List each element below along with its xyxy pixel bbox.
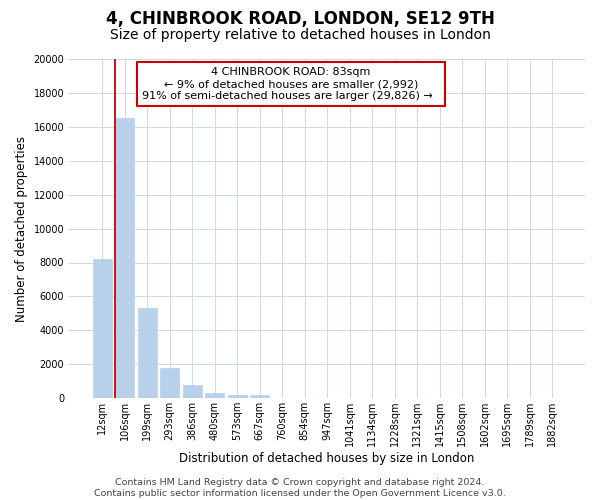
Bar xyxy=(137,308,157,398)
Text: 4 CHINBROOK ROAD: 83sqm  
← 9% of detached houses are smaller (2,992)
91% of sem: 4 CHINBROOK ROAD: 83sqm ← 9% of detached… xyxy=(142,68,440,100)
Bar xyxy=(205,393,224,398)
Text: Contains HM Land Registry data © Crown copyright and database right 2024.
Contai: Contains HM Land Registry data © Crown c… xyxy=(94,478,506,498)
Bar xyxy=(227,395,247,398)
Bar xyxy=(92,259,112,398)
Y-axis label: Number of detached properties: Number of detached properties xyxy=(15,136,28,322)
X-axis label: Distribution of detached houses by size in London: Distribution of detached houses by size … xyxy=(179,452,475,465)
Bar xyxy=(160,368,179,398)
Bar xyxy=(250,395,269,398)
Text: 4, CHINBROOK ROAD, LONDON, SE12 9TH: 4, CHINBROOK ROAD, LONDON, SE12 9TH xyxy=(106,10,494,28)
Bar xyxy=(182,386,202,398)
Bar xyxy=(115,118,134,398)
Text: Size of property relative to detached houses in London: Size of property relative to detached ho… xyxy=(110,28,490,42)
